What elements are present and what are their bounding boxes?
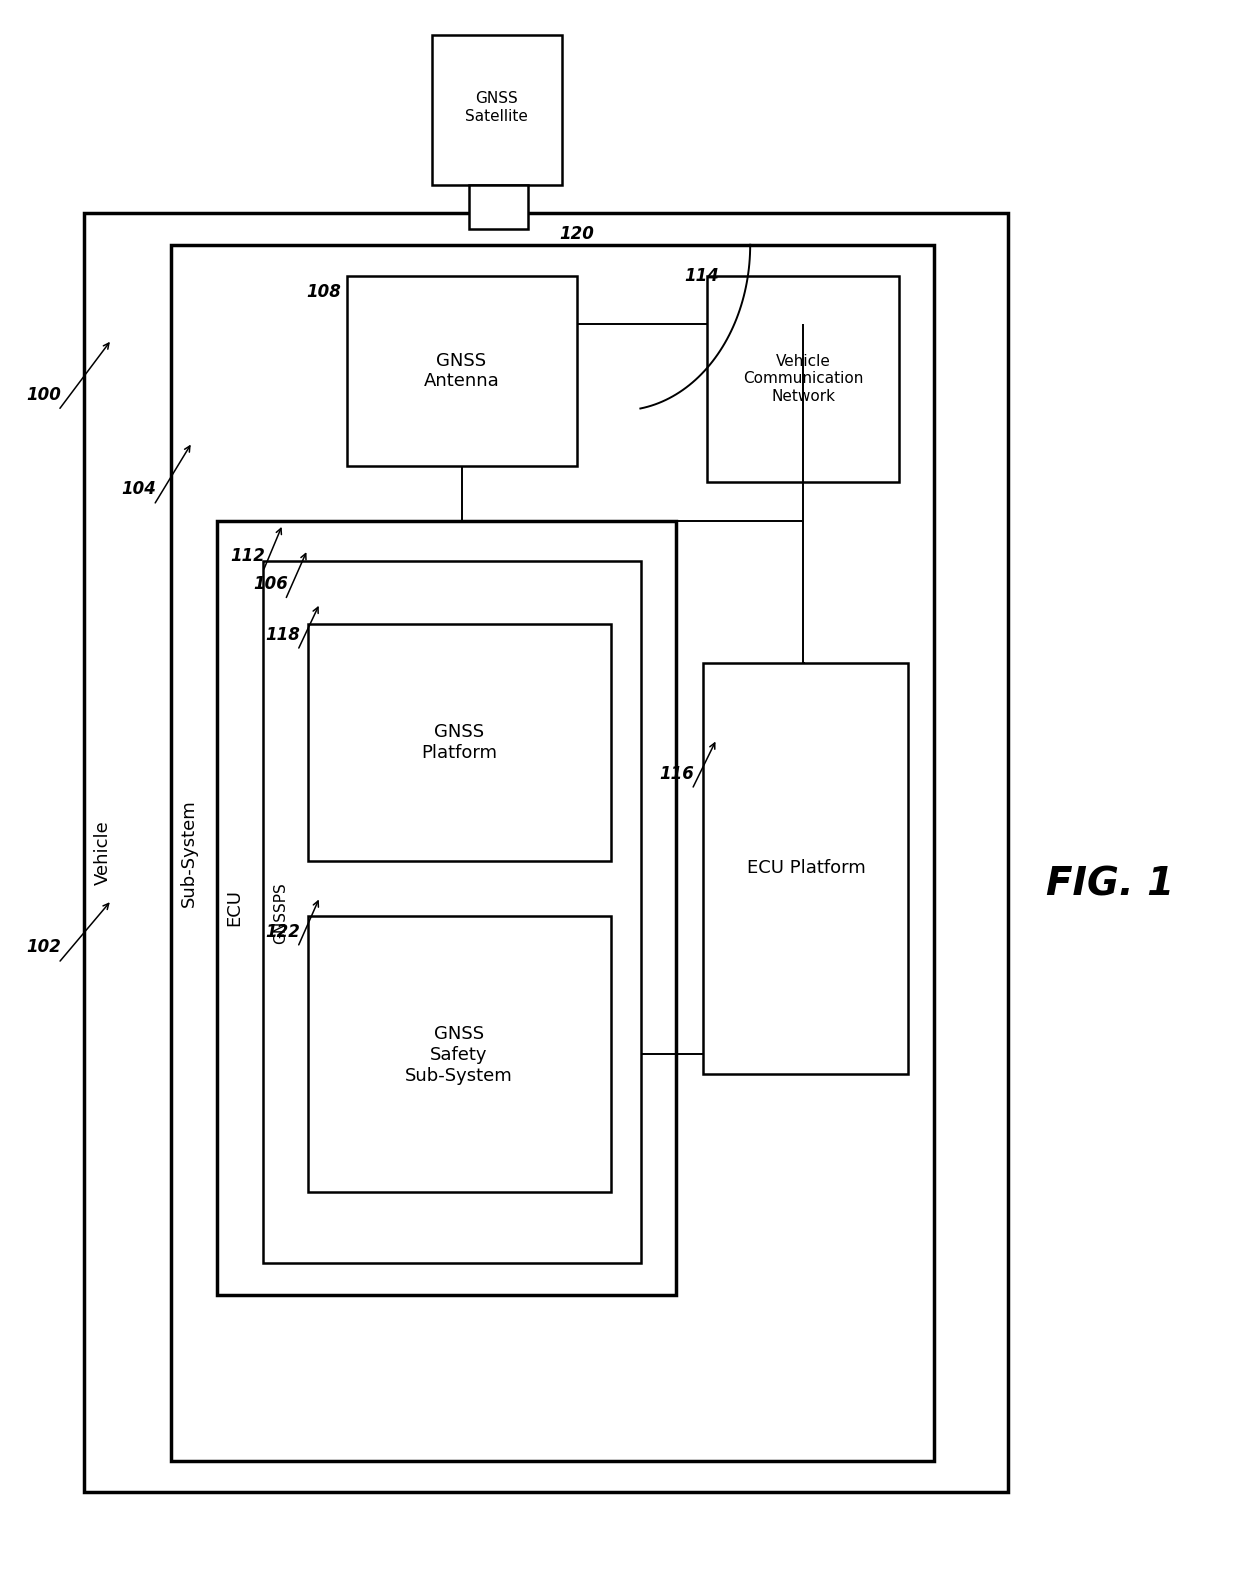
Text: ECU Platform: ECU Platform: [746, 859, 866, 878]
Text: GNSS
Platform: GNSS Platform: [420, 723, 497, 761]
Text: GNSSPS: GNSSPS: [273, 881, 288, 944]
Text: Vehicle: Vehicle: [94, 820, 112, 886]
Bar: [707, 276, 899, 482]
Text: GNSS
Safety
Sub-System: GNSS Safety Sub-System: [405, 1025, 512, 1085]
Text: 120: 120: [559, 224, 594, 243]
Bar: [217, 521, 676, 1295]
Text: 104: 104: [122, 480, 156, 499]
Bar: [703, 663, 908, 1074]
Bar: [432, 35, 562, 185]
Text: ECU: ECU: [226, 889, 243, 927]
Text: Sub-System: Sub-System: [180, 799, 197, 906]
Bar: [347, 276, 577, 466]
Bar: [84, 213, 1008, 1492]
Text: Vehicle
Communication
Network: Vehicle Communication Network: [743, 354, 864, 404]
Bar: [308, 624, 611, 861]
Text: 122: 122: [265, 922, 300, 941]
Bar: [171, 245, 934, 1461]
Bar: [469, 185, 528, 229]
Bar: [263, 561, 641, 1263]
Text: 116: 116: [660, 764, 694, 783]
Text: 118: 118: [265, 625, 300, 644]
Text: FIG. 1: FIG. 1: [1045, 865, 1174, 903]
Text: 100: 100: [26, 385, 61, 404]
Text: 106: 106: [253, 575, 288, 594]
Text: GNSS
Satellite: GNSS Satellite: [465, 92, 527, 123]
Text: 112: 112: [231, 546, 265, 565]
Text: 114: 114: [684, 267, 719, 286]
Text: GNSS
Antenna: GNSS Antenna: [423, 352, 500, 390]
Text: 108: 108: [306, 283, 341, 302]
Text: 102: 102: [26, 938, 61, 957]
Bar: [308, 916, 611, 1192]
